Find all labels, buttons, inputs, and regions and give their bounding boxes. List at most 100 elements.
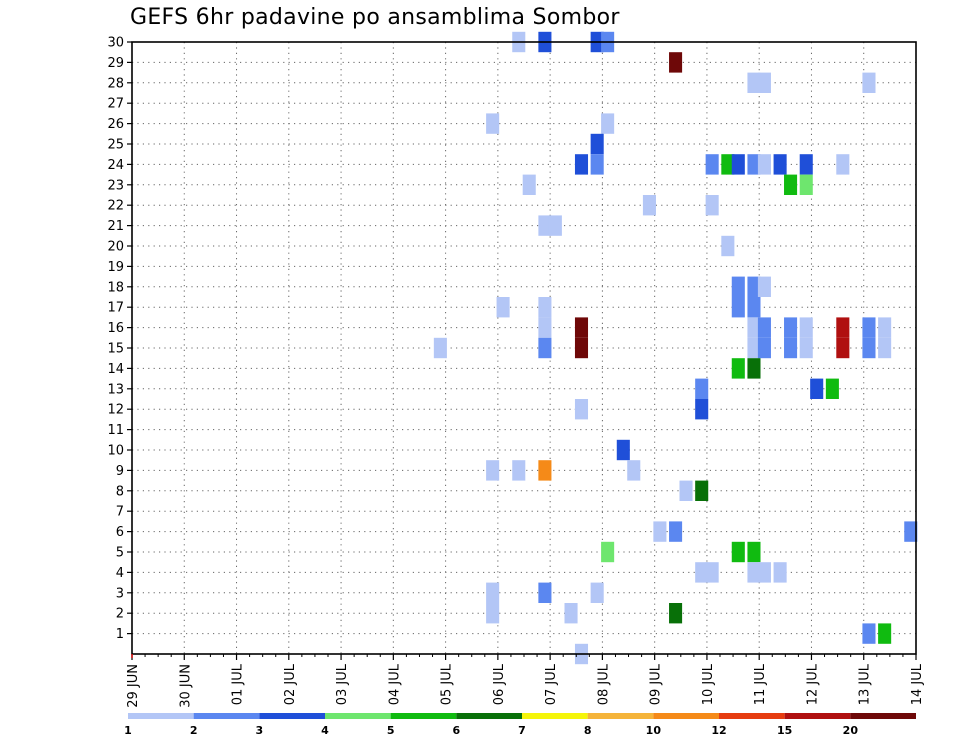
precip-cell [904, 521, 918, 542]
y-tick-label: 12 [107, 403, 124, 418]
precip-cell [601, 113, 615, 134]
precip-cell [799, 337, 813, 359]
legend-swatch [522, 713, 588, 719]
chart-title: GEFS 6hr padavine po ansamblima Sombor [130, 5, 620, 30]
precip-cell [773, 562, 787, 583]
precip-cell [538, 460, 552, 481]
legend-swatch [456, 713, 522, 719]
precip-cell [574, 337, 589, 359]
precip-cell [522, 174, 536, 195]
precip-cell [590, 154, 604, 175]
legend-label: 10 [646, 724, 662, 737]
precip-cell [747, 562, 761, 583]
plot-frame [131, 41, 917, 655]
y-tick-label: 24 [107, 158, 124, 173]
x-tick-label: 29 JUN [126, 664, 141, 708]
precip-cell [757, 276, 771, 297]
precip-cell [731, 154, 745, 175]
precip-cell [757, 72, 771, 93]
precip-cell [862, 337, 876, 359]
y-tick-label: 4 [116, 566, 124, 581]
precip-cell [486, 113, 500, 134]
precip-cell [433, 337, 447, 359]
x-tick-label: 04 JUL [387, 663, 402, 705]
legend-swatch [850, 713, 916, 719]
precip-cell [590, 582, 604, 603]
precip-cell [721, 235, 735, 257]
y-tick-label: 10 [107, 444, 124, 459]
precip-cell [705, 195, 719, 216]
y-tick-label: 25 [107, 138, 124, 153]
x-tick-label: 11 JUL [753, 663, 768, 705]
y-tick-label: 8 [116, 484, 124, 499]
precip-cell [512, 460, 526, 481]
precip-cell [757, 562, 771, 583]
precip-cell [747, 276, 761, 297]
precip-cell [574, 399, 589, 420]
y-tick-label: 6 [116, 525, 124, 540]
precip-cell [705, 562, 719, 583]
precip-cell [590, 133, 604, 155]
legend-label: 2 [190, 724, 198, 737]
precip-cell [574, 317, 589, 338]
precip-cell [731, 358, 745, 379]
precip-cell [836, 154, 850, 175]
precip-cell [757, 154, 771, 175]
y-tick-label: 3 [116, 586, 124, 601]
legend-label: 12 [711, 724, 726, 737]
x-tick-label: 12 JUL [805, 663, 820, 705]
precip-cell [705, 154, 719, 175]
y-tick-label: 26 [107, 117, 124, 132]
y-tick-label: 17 [107, 301, 124, 316]
legend-swatch [325, 713, 391, 719]
x-tick-label: 03 JUL [335, 663, 350, 705]
precip-cell [695, 562, 709, 583]
precip-cell [784, 174, 798, 195]
y-tick-label: 15 [107, 342, 124, 357]
legend-label: 5 [387, 724, 395, 737]
precip-cell [721, 154, 735, 175]
precip-cell [747, 297, 761, 318]
y-tick-label: 2 [116, 607, 124, 622]
precip-cell [669, 52, 683, 73]
precip-cell [574, 154, 589, 175]
y-tick-label: 27 [107, 97, 124, 112]
precip-cell [799, 174, 813, 195]
precip-cell [747, 358, 761, 379]
y-tick-label: 18 [107, 280, 124, 295]
x-tick-label: 05 JUL [440, 663, 455, 705]
x-tick-label: 08 JUL [596, 663, 611, 705]
precip-cell [538, 582, 552, 603]
x-tick-label: 06 JUL [492, 663, 507, 705]
precip-cell [731, 276, 745, 297]
color-legend: 1 2 3 4 5 6 7 8 10 12 15 20 [124, 713, 916, 737]
precip-cell [695, 378, 709, 399]
y-tick-label: 5 [116, 546, 124, 561]
legend-label: 20 [843, 724, 859, 737]
y-tick-label: 9 [116, 464, 124, 479]
precip-cell [878, 317, 892, 338]
precip-cell [810, 378, 824, 399]
precip-cell [836, 317, 850, 338]
precip-cell [836, 337, 850, 359]
precip-cell [862, 317, 876, 338]
legend-swatch [259, 713, 325, 719]
x-tick-label: 07 JUL [544, 663, 559, 705]
legend-label: 4 [321, 724, 329, 737]
y-tick-label: 19 [107, 260, 124, 275]
x-tick-label: 14 JUL [910, 663, 925, 705]
legend-label: 3 [256, 724, 264, 737]
precip-cell [601, 541, 615, 563]
precip-cell [548, 215, 562, 236]
legend-swatch [719, 713, 785, 719]
x-tick-label: 13 JUL [858, 663, 873, 705]
x-tick-label: 09 JUL [649, 663, 664, 705]
precip-cell [773, 154, 787, 175]
y-tick-label: 16 [107, 321, 124, 336]
precip-cell [538, 297, 552, 318]
ensemble-cells [433, 31, 918, 665]
precip-cell [695, 399, 709, 420]
y-tick-label: 21 [107, 219, 124, 234]
x-tick-label: 10 JUL [701, 663, 716, 705]
y-tick-label: 30 [107, 36, 124, 51]
